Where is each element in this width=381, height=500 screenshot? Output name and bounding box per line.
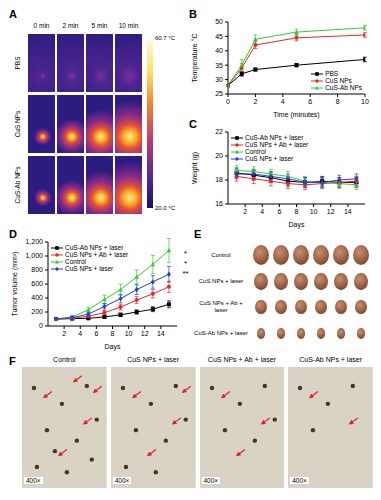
svg-text:16: 16 (215, 200, 223, 207)
html-text:5 min: 5 min (91, 22, 108, 29)
html-text:A: A (9, 8, 17, 20)
svg-text:12: 12 (327, 208, 335, 215)
html-text:CuS NPs + Ab + laser: CuS NPs + Ab + laser (207, 356, 276, 363)
html-text:Time (minutes): Time (minutes) (273, 111, 320, 118)
svg-text:10: 10 (125, 330, 133, 337)
html-text:400×: 400× (26, 477, 41, 484)
html-text:CuS-Ab NPs + laser: CuS-Ab NPs + laser (299, 356, 362, 363)
svg-text:4: 4 (260, 208, 264, 215)
html-text:Temperature °C: Temperature °C (190, 33, 198, 83)
svg-text:14: 14 (344, 208, 352, 215)
html-text:PBS: PBS (325, 70, 339, 77)
html-text:10 min: 10 min (118, 22, 139, 29)
html-text:CuS NPs + Ab + laser: CuS NPs + Ab + laser (245, 141, 309, 148)
svg-text:2: 2 (253, 98, 257, 105)
svg-text:600: 600 (31, 280, 43, 287)
svg-text:50: 50 (215, 18, 223, 25)
svg-text:10: 10 (361, 98, 369, 105)
html-text:20.0 °C: 20.0 °C (155, 205, 176, 211)
svg-text:10: 10 (310, 208, 318, 215)
html-text:C: C (189, 118, 197, 130)
svg-text:6: 6 (308, 98, 312, 105)
html-text:B: B (189, 8, 197, 20)
svg-text:25: 25 (215, 90, 223, 97)
html-text:D: D (9, 228, 17, 240)
html-text:CuS NPs + laser: CuS NPs + laser (127, 356, 180, 363)
svg-text:8: 8 (111, 330, 115, 337)
html-text:CuS-Ab NPs + laser: CuS-Ab NPs + laser (65, 244, 124, 251)
svg-text:30: 30 (215, 76, 223, 83)
svg-text:35: 35 (215, 62, 223, 69)
svg-text:4: 4 (78, 330, 82, 337)
html-text:CuS NPs + laser: CuS NPs + laser (65, 265, 114, 272)
svg-text:14: 14 (157, 330, 165, 337)
svg-text:6: 6 (94, 330, 98, 337)
html-text:CuS-Ab NPs: CuS-Ab NPs (13, 166, 21, 204)
svg-text:8: 8 (336, 98, 340, 105)
svg-text:2: 2 (62, 330, 66, 337)
html-text:Control: Control (65, 258, 86, 265)
html-text:CuS-Ab NPs: CuS-Ab NPs (325, 84, 362, 91)
html-text:Weight (g): Weight (g) (190, 151, 198, 185)
html-text:Control: Control (245, 148, 266, 155)
html-text:CuS NPs + laser: CuS NPs + laser (245, 155, 294, 162)
svg-text:40: 40 (215, 47, 223, 54)
svg-text:400: 400 (31, 294, 43, 301)
html-text:Days: Days (288, 221, 305, 228)
html-text:CuS NPs + laser: CuS NPs + laser (198, 277, 244, 284)
svg-text:800: 800 (31, 266, 43, 273)
html-text:F: F (9, 355, 16, 367)
html-text:CuS NPs + Ab + laser: CuS NPs + Ab + laser (199, 300, 243, 313)
html-text:CuS NPs + Ab + laser: CuS NPs + Ab + laser (65, 251, 129, 258)
html-text:Tumor volume (mm³): Tumor volume (mm³) (10, 251, 18, 317)
html-text:400×: 400× (114, 477, 130, 484)
html-text:CuS-Ab NPs + laser: CuS-Ab NPs + laser (245, 134, 304, 141)
svg-text:1,200: 1,200 (25, 238, 43, 245)
svg-text:200: 200 (31, 308, 43, 315)
svg-text:6: 6 (277, 208, 281, 215)
html-text:Control: Control (211, 251, 231, 258)
svg-text:1,000: 1,000 (25, 252, 43, 259)
svg-text:4: 4 (281, 98, 285, 105)
svg-text:12: 12 (141, 330, 149, 337)
svg-text:0: 0 (226, 98, 230, 105)
html-text:400×: 400× (203, 477, 219, 484)
svg-text:45: 45 (215, 33, 223, 40)
svg-text:2: 2 (243, 208, 247, 215)
html-text:400×: 400× (292, 477, 307, 484)
svg-text:20: 20 (215, 152, 223, 159)
svg-text:22: 22 (215, 128, 223, 135)
html-text:0 min: 0 min (33, 22, 50, 29)
svg-text:8: 8 (295, 208, 299, 215)
html-text:PBS: PBS (13, 56, 21, 70)
html-text:CuS-Ab NPs + laser: CuS-Ab NPs + laser (194, 329, 248, 336)
html-text:60.7 °C: 60.7 °C (155, 35, 176, 41)
html-text:E: E (194, 228, 202, 240)
html-text:Days: Days (104, 343, 121, 350)
html-text:CuS NPs: CuS NPs (13, 110, 21, 138)
html-text:CuS NPs: CuS NPs (325, 77, 352, 84)
html-text:2 min: 2 min (62, 22, 79, 29)
svg-text:0: 0 (39, 322, 43, 329)
svg-text:18: 18 (215, 176, 223, 183)
html-text:Control: Control (53, 356, 76, 363)
